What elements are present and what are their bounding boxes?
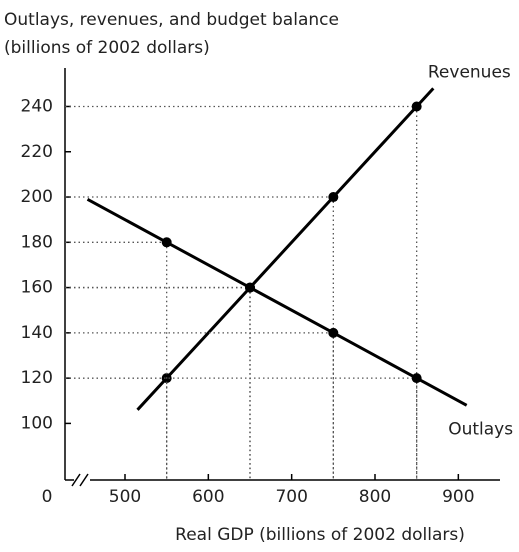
y-tick-label: 140 bbox=[21, 323, 53, 343]
axis-break bbox=[71, 473, 81, 487]
x-tick-label: 900 bbox=[442, 487, 474, 507]
y-tick-label: 220 bbox=[21, 142, 53, 162]
chart-title: Outlays, revenues, and budget balance bbox=[4, 10, 339, 30]
series-label: Outlays bbox=[448, 419, 513, 439]
point bbox=[411, 373, 422, 384]
point bbox=[411, 101, 422, 112]
point bbox=[328, 192, 339, 203]
point bbox=[161, 237, 172, 248]
axes bbox=[64, 68, 500, 487]
series-line bbox=[86, 197, 468, 407]
y-tick-label: 180 bbox=[21, 232, 53, 252]
x-tick-label: 700 bbox=[275, 487, 307, 507]
chart-subtitle: (billions of 2002 dollars) bbox=[4, 38, 210, 58]
x-axis-label: Real GDP (billions of 2002 dollars) bbox=[175, 525, 465, 545]
axis-break bbox=[79, 473, 89, 487]
x-tick-label: 800 bbox=[359, 487, 391, 507]
point bbox=[245, 282, 255, 293]
origin-label: 0 bbox=[42, 487, 53, 507]
y-tick-label: 120 bbox=[21, 368, 53, 388]
y-tick-label: 160 bbox=[21, 278, 53, 298]
point bbox=[328, 327, 339, 338]
y-tick-label: 200 bbox=[21, 187, 53, 207]
series-label: Revenues bbox=[428, 62, 511, 82]
y-tick-label: 100 bbox=[21, 413, 53, 433]
y-tick-label: 240 bbox=[21, 96, 53, 116]
x-tick-label: 500 bbox=[109, 487, 141, 507]
x-tick-label: 600 bbox=[192, 487, 224, 507]
